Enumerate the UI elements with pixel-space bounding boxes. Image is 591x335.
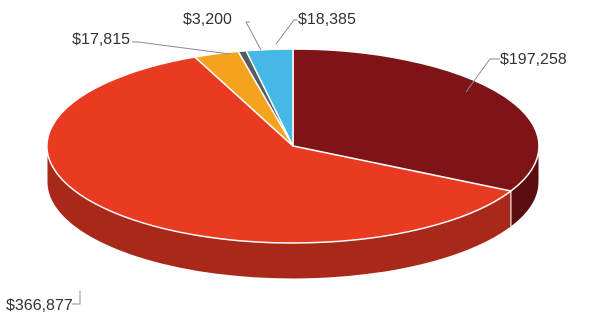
data-label-1: $197,258: [500, 51, 567, 68]
leader-line-2: [72, 291, 81, 305]
pie-slice-2: [46, 56, 512, 244]
data-label-5: $18,385: [298, 11, 356, 28]
leader-line-5: [275, 19, 298, 45]
data-label-4: $3,200: [183, 11, 232, 28]
pie-top-faces: [46, 48, 540, 244]
pie-slice-1: [292, 48, 540, 192]
data-label-2: $366,877: [6, 297, 73, 314]
leader-line-1: [465, 58, 500, 93]
data-label-3: $17,815: [72, 31, 130, 48]
leader-line-3: [132, 41, 231, 55]
leader-lines: [72, 19, 500, 305]
data-labels: $197,258 $366,877 $17,815 $3,200 $18,385: [6, 11, 567, 314]
pie-slice-5: [245, 48, 294, 147]
leader-line-4: [245, 21, 262, 51]
